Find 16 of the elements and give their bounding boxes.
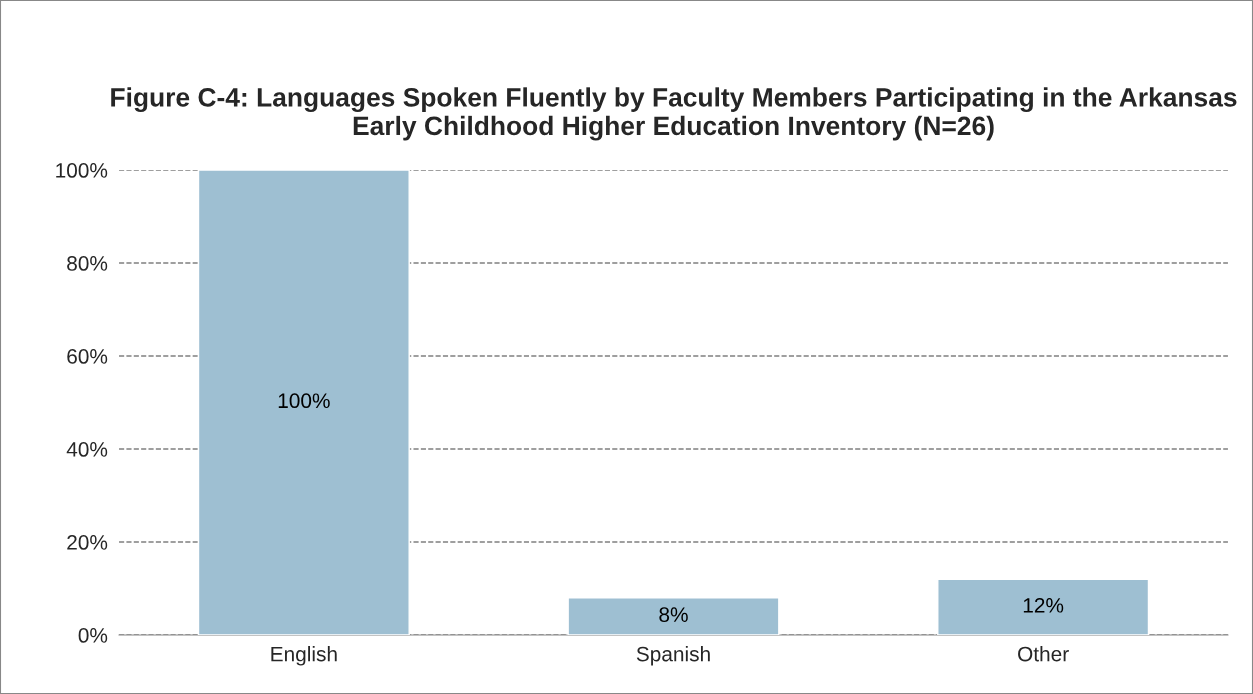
x-tick-label: Other: [1018, 646, 1069, 662]
y-tick-label: 20%: [67, 535, 108, 550]
y-tick-label: 100%: [56, 163, 108, 178]
x-tick-label: Spanish: [636, 646, 710, 666]
data-label: 100%: [278, 393, 330, 409]
data-label: 12%: [1023, 597, 1064, 613]
bar: [937, 578, 1150, 636]
data-label: 8%: [659, 607, 688, 622]
y-tick-label: 80%: [67, 256, 108, 271]
y-tick-label: 40%: [66, 442, 108, 457]
chart-title: Figure C-4: Languages Spoken Fluently by Faculty Members Participating in the Arkansas Early Childhood Higher Education Inventory (N=26): [111, 87, 1237, 141]
y-tick-label: 60%: [67, 349, 108, 364]
y-tick-label: 0%: [78, 628, 108, 643]
x-tick-label: English: [271, 646, 337, 666]
bar: [197, 170, 410, 636]
bar: [567, 597, 780, 636]
